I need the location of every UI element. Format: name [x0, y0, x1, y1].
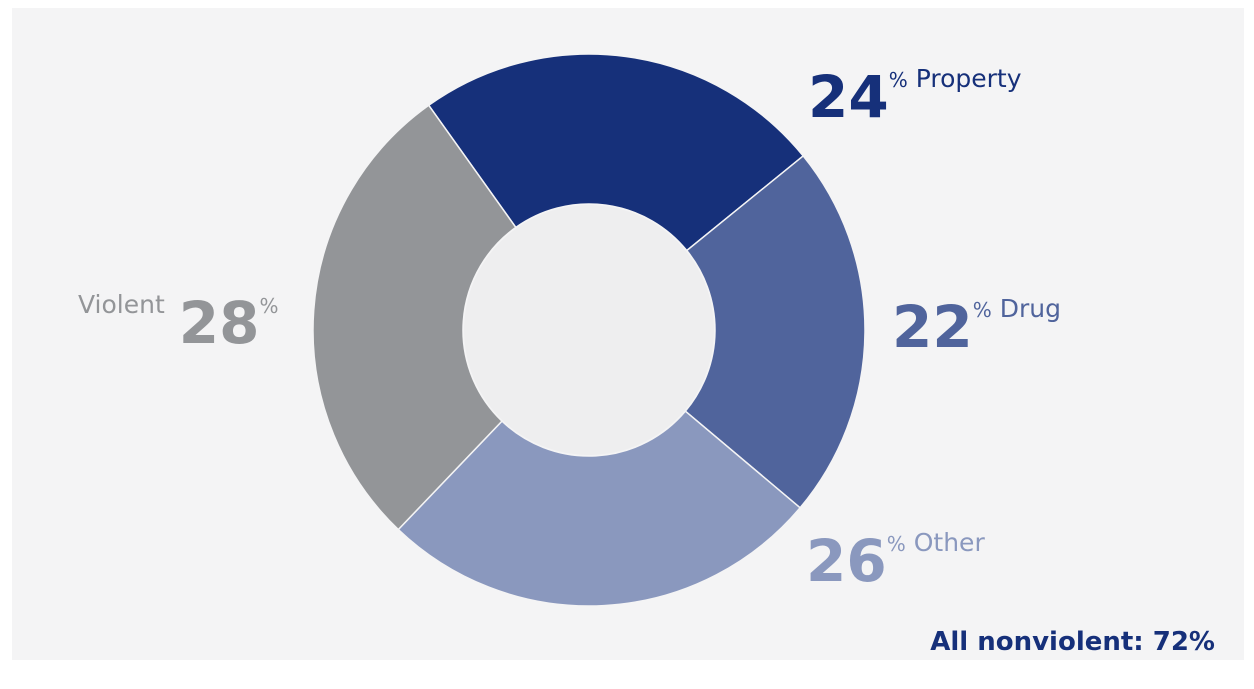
value-label: 24: [808, 63, 889, 131]
value-suffix: %: [889, 68, 908, 92]
slice-label: 24% Property: [808, 63, 1022, 131]
value-label: 26: [806, 527, 887, 595]
donut-slice: [397, 410, 802, 607]
category-label: Other: [914, 528, 986, 557]
value-label: 28: [179, 289, 260, 357]
donut-slice: [427, 53, 805, 252]
donut-slice: [312, 104, 517, 531]
annotation: All nonviolent: 72%: [930, 627, 1215, 657]
value-label: 22: [892, 293, 973, 361]
category-label: Drug: [1000, 294, 1061, 323]
slice-label: Violent 28%: [78, 289, 279, 357]
value-suffix: %: [887, 532, 906, 556]
donut-slice: [684, 154, 866, 509]
value-suffix: %: [973, 298, 992, 322]
slice-label: 22% Drug: [892, 293, 1061, 361]
donut-hole: [464, 205, 714, 455]
value-suffix: %: [260, 294, 279, 318]
category-label: Property: [916, 64, 1022, 93]
slice-label: 26% Other: [806, 527, 985, 595]
category-label: Violent: [78, 290, 165, 319]
